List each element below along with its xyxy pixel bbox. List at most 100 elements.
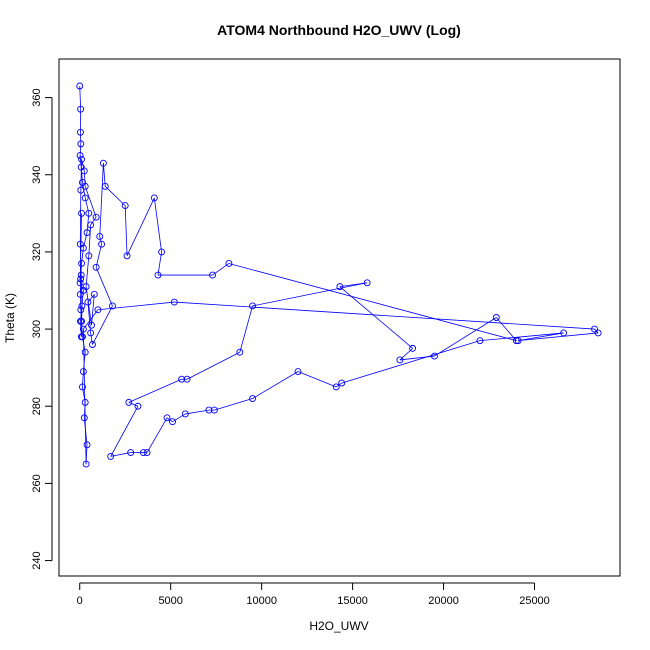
series-segment xyxy=(518,332,564,342)
series-segment xyxy=(214,398,253,411)
series-segment xyxy=(146,417,168,453)
data-point xyxy=(169,418,176,426)
data-point xyxy=(84,298,92,306)
plot-frame xyxy=(58,58,621,577)
series-segment xyxy=(95,267,113,307)
data-point xyxy=(85,252,93,260)
series-segment xyxy=(85,255,90,287)
data-point xyxy=(178,375,186,383)
series-segment xyxy=(91,294,95,326)
data-point xyxy=(181,410,189,418)
data-point xyxy=(209,271,216,279)
series-segment xyxy=(157,251,162,276)
data-point xyxy=(76,152,84,159)
data-point xyxy=(476,337,484,345)
series-segment xyxy=(185,409,209,415)
y-tick-label: 240 xyxy=(31,551,43,569)
data-point xyxy=(77,275,85,283)
series-segment xyxy=(518,332,599,342)
series-segment xyxy=(87,294,95,303)
data-point xyxy=(225,260,233,267)
data-point xyxy=(338,379,346,387)
series-segment xyxy=(79,190,82,245)
data-point xyxy=(127,449,135,456)
series-segment xyxy=(594,328,599,334)
x-axis-label: H2O_UWV xyxy=(309,619,368,633)
series-lines xyxy=(79,85,599,465)
data-point xyxy=(125,398,133,406)
series-segment xyxy=(90,216,97,226)
data-point xyxy=(81,398,89,406)
data-point xyxy=(205,406,213,414)
series-segment xyxy=(79,155,82,168)
data-point xyxy=(92,263,100,271)
data-point xyxy=(77,306,85,314)
data-point xyxy=(183,375,191,383)
data-point xyxy=(76,82,84,90)
data-point xyxy=(109,302,116,310)
data-point xyxy=(83,441,91,449)
series-segment xyxy=(95,244,102,268)
series-segment xyxy=(128,378,182,403)
series-segment xyxy=(85,286,92,326)
data-point xyxy=(158,248,166,256)
data-point xyxy=(594,329,602,337)
series-segment xyxy=(90,332,93,345)
data-point xyxy=(363,279,371,287)
data-point xyxy=(78,209,86,217)
data-point xyxy=(591,325,598,333)
data-point xyxy=(89,341,96,348)
data-point xyxy=(210,406,218,414)
y-tick-label: 320 xyxy=(31,243,43,261)
data-point xyxy=(107,452,115,460)
data-point xyxy=(77,186,85,194)
y-tick-label: 280 xyxy=(31,397,43,415)
data-point xyxy=(78,155,86,163)
series-segment xyxy=(79,85,82,110)
data-point xyxy=(431,352,438,360)
data-point xyxy=(82,460,90,468)
data-point xyxy=(77,140,85,148)
data-point xyxy=(90,290,98,298)
data-point xyxy=(236,348,244,356)
data-point xyxy=(249,395,256,402)
data-point xyxy=(79,325,87,333)
data-point xyxy=(79,287,87,294)
series-segment xyxy=(341,340,481,384)
series-segment xyxy=(88,224,92,256)
series-segment xyxy=(228,263,517,342)
series-segment xyxy=(126,197,155,256)
series-segment xyxy=(99,163,104,237)
data-point xyxy=(123,252,131,260)
series-segment xyxy=(82,371,84,387)
data-point xyxy=(560,329,568,337)
series-segment xyxy=(79,282,84,291)
x-tick-label: 10000 xyxy=(246,595,277,607)
data-point xyxy=(134,402,142,410)
data-point xyxy=(76,240,84,248)
data-point xyxy=(83,229,91,237)
data-point xyxy=(99,159,107,167)
series-segment xyxy=(124,205,128,256)
data-point xyxy=(294,368,302,375)
data-point xyxy=(79,368,87,375)
data-point xyxy=(154,271,162,279)
series-segment xyxy=(399,355,435,361)
series-segment xyxy=(239,305,253,353)
data-point xyxy=(88,321,96,329)
data-point xyxy=(512,337,520,345)
data-point xyxy=(85,209,93,217)
x-tick-label: 0 xyxy=(77,595,83,607)
x-axis: 0 5000 10000 15000 20000 25000 xyxy=(77,582,550,607)
series-segment xyxy=(104,186,126,206)
data-point xyxy=(77,128,84,136)
data-point xyxy=(94,306,102,314)
series-segment xyxy=(252,282,368,307)
series-segment xyxy=(79,213,82,283)
y-axis: 240 260 280 300 320 340 360 xyxy=(31,88,53,570)
data-point xyxy=(80,414,88,422)
data-point xyxy=(78,260,86,267)
data-point xyxy=(81,182,89,190)
series-segment xyxy=(252,371,299,399)
